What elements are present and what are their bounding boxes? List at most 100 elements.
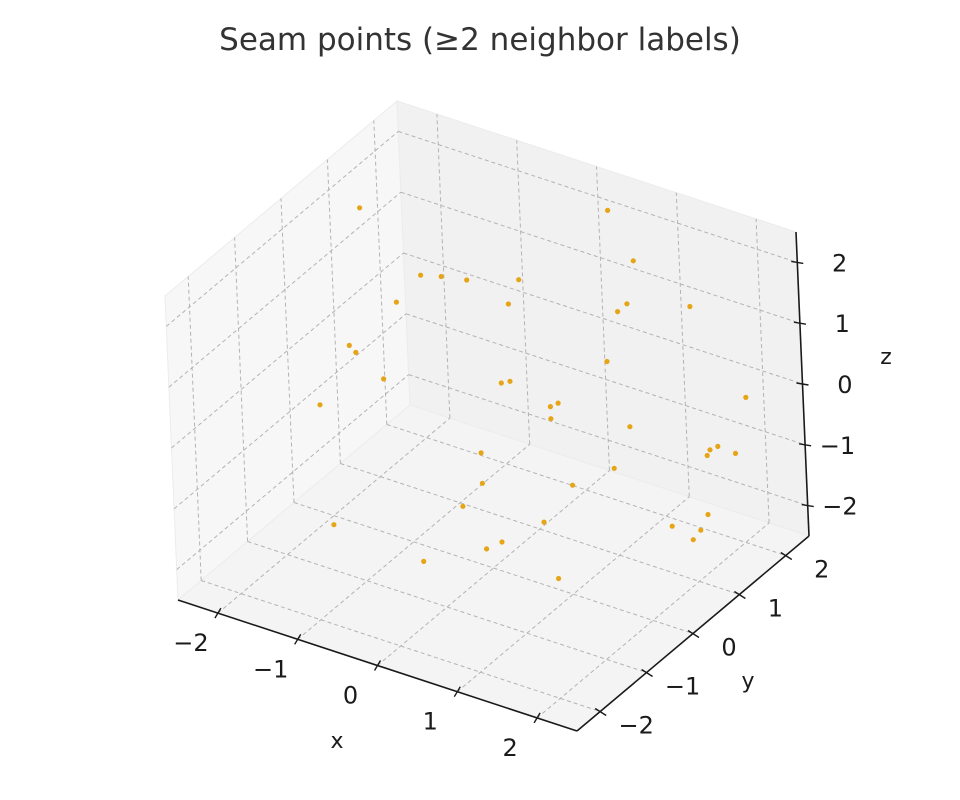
grid-line-x-floor [536,522,770,719]
y-tick-label: 2 [814,556,829,584]
data-point [479,480,485,486]
x-tick-label: −1 [253,655,288,683]
y-tick-label: 0 [721,634,736,662]
data-point [421,558,427,565]
y-tick [780,551,793,561]
grid-line-x-floor [377,470,610,666]
y-tick [641,668,653,678]
data-point [556,575,562,582]
grid-line-z-left [173,313,407,510]
data-point [464,277,470,283]
z-tick-label: −2 [822,493,857,521]
data-point [615,309,621,315]
y-tick [594,707,607,717]
data-point [605,207,611,213]
data-point [331,522,337,528]
x-tick-label: 2 [502,734,517,762]
data-point [418,272,424,278]
grid-line-y-left [187,276,202,581]
data-point [669,523,675,529]
data-point [690,537,696,543]
data-point [630,258,636,264]
grid-line-z-left [176,374,410,570]
data-point [357,205,363,211]
data-point [317,402,323,408]
grid-line-z-left [168,191,402,388]
x-tick-label: −2 [173,629,208,657]
chart-title: Seam points (≥2 neighbor labels) [219,22,741,58]
y-tick [687,629,700,639]
y-tick-label: −2 [619,712,654,740]
grid-line-z-left [165,131,399,327]
grid-line-y-left [326,159,341,464]
x-tick-label: 0 [343,682,358,710]
grid-line-x-back [675,192,690,497]
x-tick [373,660,382,671]
y-axis-label: y [741,669,754,694]
grid-line-x-back [516,140,531,445]
grid-lines [165,114,808,719]
z-tick [798,443,812,447]
x-tick [294,633,302,645]
data-point [507,378,513,384]
data-points [317,205,749,582]
data-point [346,342,352,348]
data-point [353,349,359,355]
z-axis-label: z [880,345,892,370]
data-point [484,546,490,552]
data-point [555,400,561,406]
data-point [438,273,444,280]
grid-line-x-back [755,218,770,523]
data-point [570,482,576,488]
data-point [604,358,610,365]
data-point [498,380,504,386]
grid-line-y-left [280,198,295,503]
x-tick-label: 1 [423,708,438,736]
data-point [505,301,511,307]
y-tick-label: −1 [665,673,700,701]
z-tick [796,382,809,386]
z-tick-label: 0 [837,371,852,399]
y-tick-label: 1 [768,595,783,623]
x-tick [214,607,222,619]
data-point [516,277,522,283]
grid-line-x-back [596,166,610,471]
data-point [687,303,693,310]
data-point [460,503,466,509]
data-point [611,465,617,471]
z-tick [801,503,814,508]
data-point [381,376,387,382]
z-tick [793,321,807,325]
data-point [627,424,633,430]
grid-line-z-left [171,252,404,449]
z-tick-label: −1 [820,432,855,460]
data-point [393,299,399,305]
x-tick [533,712,541,724]
data-point [541,519,547,525]
data-point [743,394,749,400]
data-point [478,450,484,456]
y-tick [734,590,746,600]
grid-line-x-floor [297,443,531,640]
grid-line-x-back [436,114,451,419]
x-tick [453,686,461,698]
data-point [705,511,711,518]
tick-labels: −2 −1 0 1 2 −2 −1 0 1 2 −2 −1 0 1 2 [173,249,857,762]
grid-line-y-left [234,237,249,542]
data-point [624,301,630,307]
axes-panes [164,99,811,732]
data-point [732,450,739,456]
data-point [707,447,713,453]
data-point [698,527,704,533]
z-tick-label: 1 [835,310,850,338]
data-point [499,539,505,545]
data-point [704,452,710,459]
x-axis-label: x [330,729,343,754]
grid-line-x-floor [456,496,690,693]
grid-line-x-floor [217,417,451,614]
z-tick-label: 2 [832,249,847,277]
tick-marks [214,260,814,724]
data-point [547,404,554,410]
grid-line-y-left [373,120,388,425]
